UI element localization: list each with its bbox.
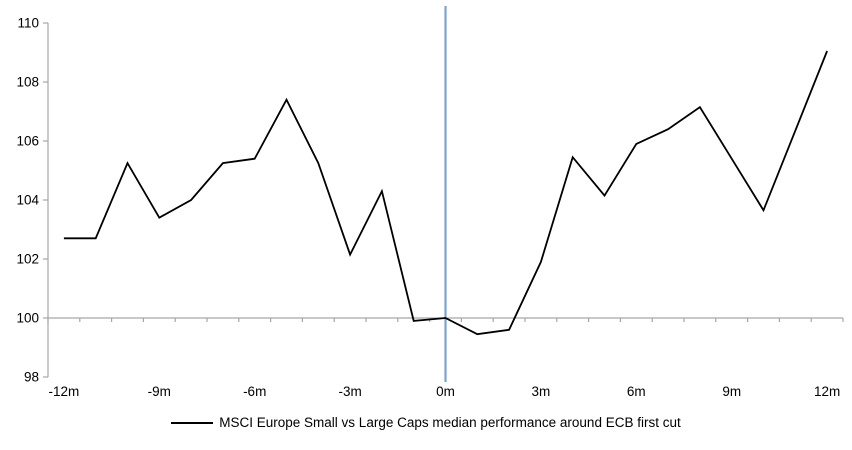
x-axis-tick-label: 6m: [627, 384, 646, 399]
y-axis-tick-label: 110: [17, 16, 39, 31]
x-axis-tick-label: -9m: [148, 384, 171, 399]
y-axis-tick-label: 104: [16, 193, 39, 208]
legend-series-label: MSCI Europe Small vs Large Caps median p…: [219, 415, 681, 430]
y-axis-tick-label: 108: [16, 75, 39, 90]
x-axis-tick-label: -6m: [243, 384, 266, 399]
x-axis-tick-label: 9m: [722, 384, 741, 399]
y-axis-tick-label: 100: [16, 311, 39, 326]
legend-line-sample: [171, 422, 214, 424]
x-axis-tick-label: 3m: [532, 384, 551, 399]
y-axis-tick-label: 106: [16, 134, 39, 149]
legend: MSCI Europe Small vs Large Caps median p…: [0, 414, 852, 432]
y-axis-tick-label: 98: [24, 370, 39, 385]
y-axis-tick-label: 102: [16, 252, 39, 267]
series-line: [63, 50, 828, 336]
x-axis-tick-label: 12m: [814, 384, 840, 399]
x-axis-tick-label: 0m: [436, 384, 455, 399]
x-axis-tick-label: -3m: [338, 384, 361, 399]
line-chart-canvas: 98 100 102 104 106 108 110 -12m -9m -6m -3m 0m 3m 6m 9…: [16, 6, 844, 399]
x-axis-tick-label: -12m: [49, 384, 80, 399]
